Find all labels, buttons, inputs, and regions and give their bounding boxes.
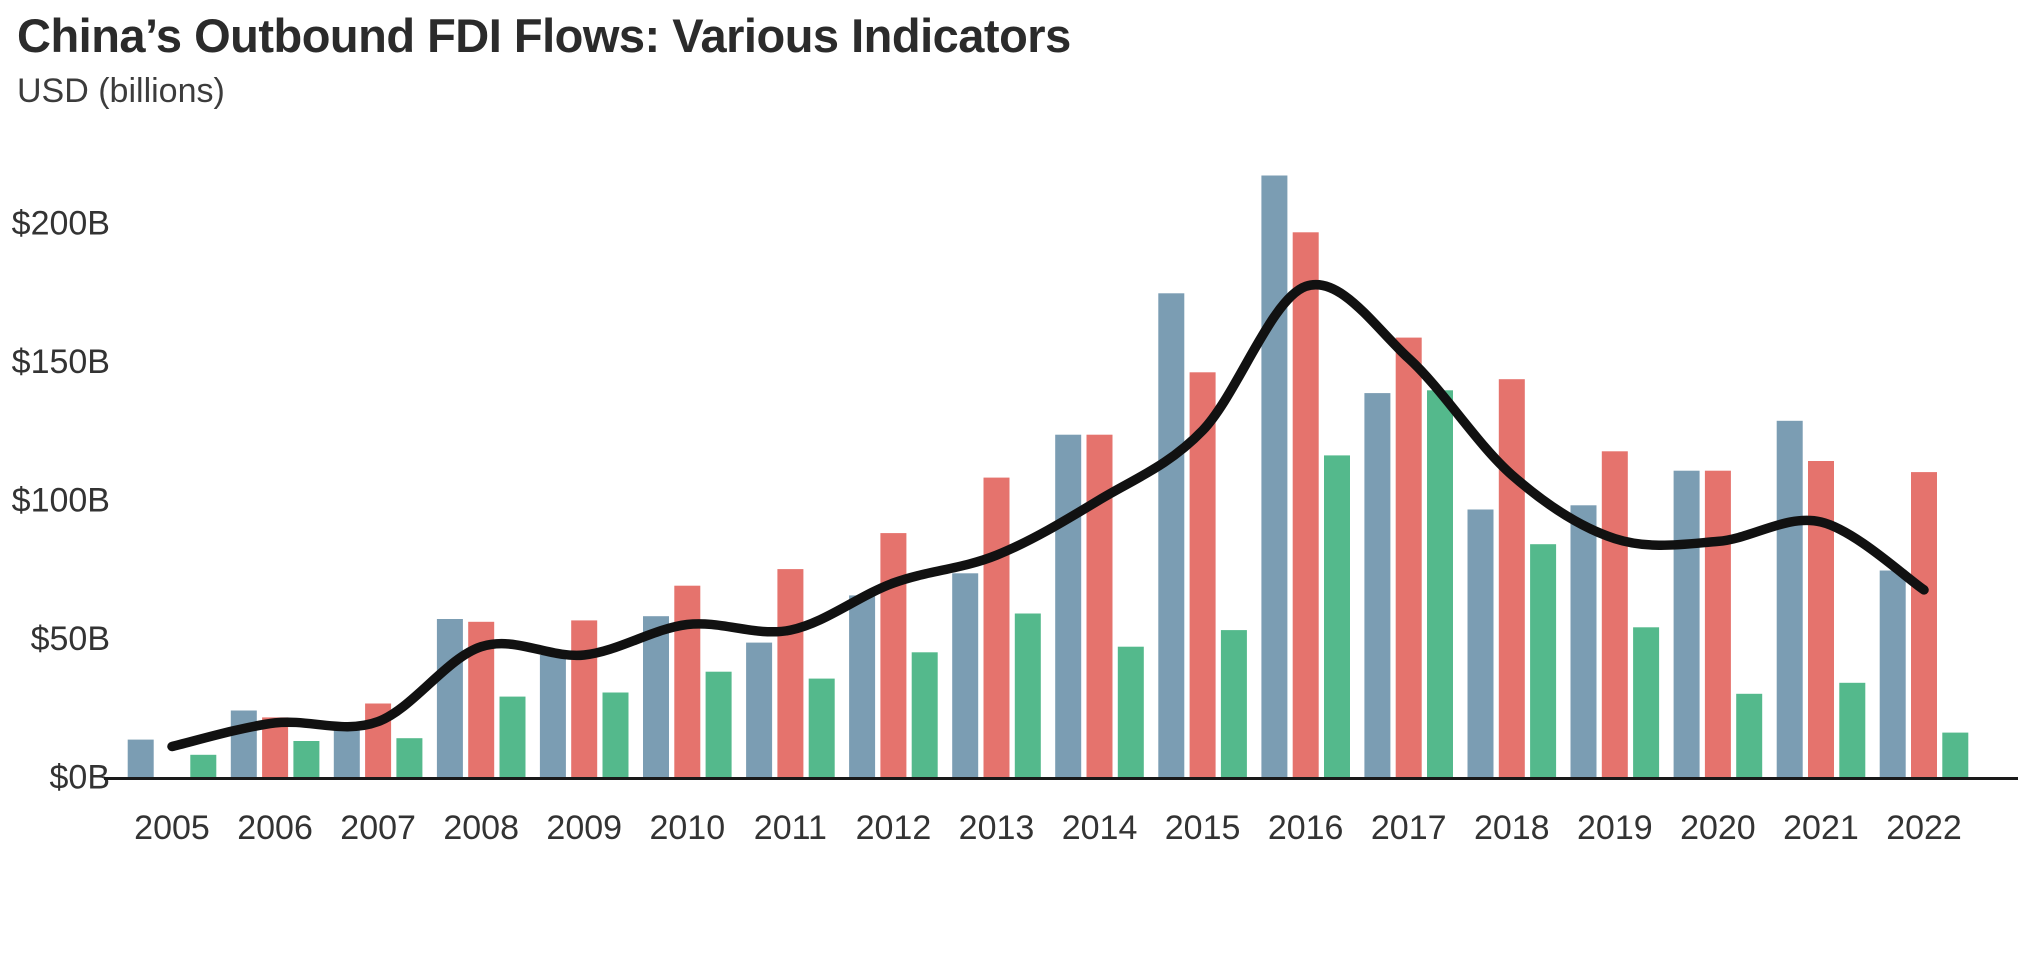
x-axis-label: 2009: [546, 809, 622, 847]
x-axis-label: 2021: [1783, 809, 1859, 847]
bar-2013-series-green: [1014, 613, 1041, 777]
bar-2016-series-green: [1324, 455, 1350, 777]
bar-2019-series-blue: [1570, 505, 1597, 777]
x-axis-label: 2014: [1062, 809, 1138, 847]
trend-line: [167, 279, 1929, 752]
bar-2009-series-green: [602, 692, 629, 777]
bar-2005-series-blue: [127, 739, 154, 777]
x-axis-label: 2010: [649, 809, 725, 847]
bar-2020-series-blue: [1673, 470, 1700, 777]
bar-2012-series-green: [911, 652, 938, 777]
y-axis-label: $50B: [31, 620, 110, 658]
bar-2020-series-red: [1704, 470, 1731, 777]
bar-2007-series-blue: [333, 729, 360, 777]
bar-2009-series-red: [571, 620, 598, 777]
bar-2008-series-green: [499, 696, 526, 777]
bar-2019-series-red: [1601, 451, 1628, 777]
x-axis-label: 2016: [1268, 809, 1344, 847]
bar-2014-series-blue: [1055, 434, 1082, 777]
x-axis-label: 2007: [340, 809, 416, 847]
bar-2015-series-green: [1220, 630, 1247, 777]
x-axis-label: 2005: [134, 809, 210, 847]
bar-2012-series-blue: [849, 595, 876, 777]
bar-2021-series-blue: [1776, 420, 1803, 777]
bar-2018-series-blue: [1467, 509, 1494, 777]
x-axis-label: 2006: [237, 809, 313, 847]
chart-title: China’s Outbound FDI Flows: Various Indi…: [17, 9, 1071, 62]
bar-2009-series-blue: [539, 655, 566, 777]
y-axis-label: $100B: [12, 482, 110, 520]
bar-2011-series-red: [777, 569, 804, 777]
x-axis-label: 2018: [1474, 809, 1550, 847]
bar-2010-series-blue: [643, 616, 669, 777]
y-axis-label: $0B: [50, 759, 111, 797]
bar-2015-series-blue: [1158, 293, 1185, 777]
y-axis-label: $150B: [12, 343, 110, 381]
bar-2017-series-blue: [1364, 393, 1391, 777]
bar-2018-series-red: [1498, 379, 1525, 777]
bar-2022-series-blue: [1879, 570, 1906, 777]
x-axis-label: 2008: [443, 809, 519, 847]
bar-2010-series-green: [705, 671, 732, 777]
x-axis-label: 2020: [1680, 809, 1756, 847]
bar-2008-series-blue: [436, 619, 463, 777]
x-axis-label: 2022: [1886, 809, 1962, 847]
y-axis-label: $200B: [12, 204, 110, 242]
x-axis-label: 2013: [959, 809, 1035, 847]
x-axis-label: 2011: [754, 809, 827, 847]
x-axis-label: 2012: [856, 809, 932, 847]
bar-2013-series-blue: [952, 573, 979, 777]
bar-2021-series-green: [1839, 682, 1866, 777]
bar-2014-series-green: [1117, 646, 1144, 777]
bar-2010-series-red: [674, 585, 701, 777]
bar-2018-series-green: [1530, 544, 1557, 777]
bar-2014-series-red: [1086, 434, 1113, 777]
bar-2017-series-red: [1395, 337, 1422, 777]
bar-2006-series-blue: [230, 710, 257, 777]
bar-2017-series-green: [1427, 390, 1453, 777]
x-axis-label: 2015: [1165, 809, 1241, 847]
bar-2011-series-green: [808, 678, 835, 777]
bar-2020-series-green: [1736, 693, 1763, 777]
chart-subtitle: USD (billions): [17, 72, 225, 110]
bar-2005-series-green: [190, 754, 217, 777]
x-axis-label: 2017: [1371, 809, 1447, 847]
bar-2022-series-red: [1911, 472, 1937, 777]
bar-2019-series-green: [1633, 627, 1660, 777]
x-axis-label: 2019: [1577, 809, 1653, 847]
bar-2021-series-red: [1808, 461, 1834, 777]
bar-2006-series-green: [293, 741, 320, 777]
bar-2012-series-red: [880, 533, 907, 777]
bar-2007-series-green: [396, 738, 423, 777]
bar-2022-series-green: [1942, 732, 1969, 777]
bar-2016-series-blue: [1261, 175, 1288, 777]
bar-2011-series-blue: [746, 642, 773, 777]
bar-2013-series-red: [983, 477, 1010, 777]
bar-2016-series-red: [1292, 232, 1319, 778]
